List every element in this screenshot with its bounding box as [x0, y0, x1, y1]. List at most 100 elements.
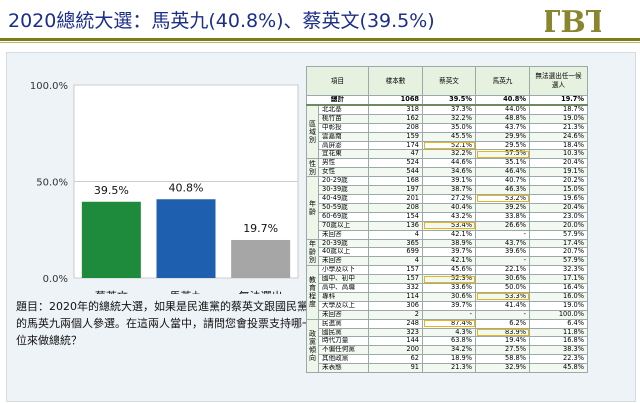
- row-label: 國中、初中: [318, 274, 369, 285]
- row-label: 60-69歲: [318, 211, 369, 222]
- value-cell: 48.8%: [475, 113, 530, 124]
- value-cell: -: [475, 256, 530, 267]
- value-cell: 19.7%: [529, 94, 588, 106]
- row-label: 50-59歲: [318, 202, 369, 213]
- table-row: 未回答 4 42.1% -57.9%: [307, 229, 588, 240]
- group-label: 區域別: [306, 104, 319, 160]
- value-cell: 39.6%: [475, 247, 530, 258]
- data-label: 39.5%: [94, 184, 129, 197]
- value-cell: -: [475, 309, 530, 320]
- value-cell: 32.9%: [475, 363, 530, 374]
- value-cell: 44.0%: [475, 104, 530, 115]
- value-cell: 20.2%: [529, 176, 588, 187]
- value-cell: 4.3%: [422, 327, 476, 338]
- value-cell: 45.8%: [529, 363, 588, 374]
- value-cell: 34.2%: [422, 345, 476, 356]
- table-row: 40歲以上 699 39.7% 39.6% 20.7%: [307, 247, 588, 258]
- value-cell: 19.4%: [475, 336, 530, 347]
- row-label: 未回答: [318, 229, 369, 240]
- value-cell: 43.7%: [475, 122, 530, 133]
- header-cell: 樣本數: [368, 66, 423, 96]
- bar: [231, 239, 291, 278]
- value-cell: 30.6%: [475, 274, 530, 285]
- value-cell: 18.7%: [529, 104, 588, 115]
- crosstab-table: 項目 樣本數 蔡英文 馬英九 無法選出任一候選人 總計 1068 39.5% 40.8% 19.7…: [306, 66, 588, 374]
- sample-size: 4: [368, 256, 423, 267]
- table-row: 年齡別 20-39歲 365 38.9% 43.7% 17.4%: [306, 238, 588, 267]
- row-label: 中彰投: [318, 122, 369, 133]
- table-row: 50-59歲 208 40.4% 39.2% 20.4%: [307, 202, 588, 213]
- row-label: 北北基: [318, 104, 369, 115]
- row-label: 男性: [318, 158, 369, 169]
- y-tick-label: 100.0%: [30, 81, 68, 92]
- row-label: 女性: [318, 167, 369, 178]
- value-cell: 22.3%: [529, 354, 588, 365]
- sample-size: 157: [368, 274, 423, 285]
- value-cell: 6.2%: [475, 318, 530, 329]
- bar-chart: 0.0% 50.0% 100.0% 39.5% 蔡英文 40.8% 馬英九 19.7% 無法選出…: [30, 81, 299, 294]
- table-row: 政黨傾向民進黨 248 87.4% 6.2% 6.4%: [306, 318, 588, 374]
- table-row: 其他政黨 62 18.9% 58.8% 22.3%: [307, 354, 588, 365]
- value-cell: 41.4%: [475, 300, 530, 311]
- row-label: 專科: [318, 291, 369, 302]
- sample-size: 197: [368, 185, 423, 195]
- value-cell: 57.9%: [529, 229, 588, 240]
- row-label: 其他政黨: [318, 354, 369, 365]
- value-cell: -: [475, 229, 530, 240]
- value-cell: 17.1%: [529, 274, 588, 285]
- value-cell: 53.4%: [422, 220, 476, 231]
- y-tick-label: 50.0%: [36, 178, 68, 189]
- bar: [156, 199, 216, 278]
- header-cell: 無法選出任一候選人: [529, 66, 588, 96]
- row-label: 不偏任何黨: [318, 345, 369, 356]
- row-label: 40歲以上: [318, 247, 369, 258]
- table-row: 女性 544 34.6% 46.4% 19.1%: [307, 167, 588, 178]
- row-label: 70歲以上: [318, 220, 369, 231]
- value-cell: 44.6%: [422, 158, 476, 169]
- value-cell: 40.4%: [422, 202, 476, 213]
- value-cell: 29.5%: [475, 140, 530, 151]
- value-cell: 57.9%: [529, 256, 588, 267]
- question-text: 題目：2020年的總統大選，如果是民進黨的蔡英文跟國民黨的馬英九兩個人參選。在這…: [16, 300, 313, 347]
- sample-size: 201: [368, 193, 423, 204]
- table-row: 未回答 4 42.1% -57.9%: [307, 256, 588, 267]
- value-cell: 32.2%: [422, 113, 476, 124]
- row-label: 高屏澎: [318, 140, 369, 151]
- value-cell: 15.0%: [529, 185, 588, 195]
- sample-size: 306: [368, 300, 423, 311]
- table-row: 未表態 91 21.3% 32.9% 45.8%: [307, 363, 588, 374]
- row-label: 未回答: [318, 256, 369, 267]
- value-cell: 32.3%: [529, 265, 588, 276]
- table-row: 未回答 2- -100.0%: [307, 309, 588, 320]
- value-cell: 27.5%: [475, 345, 530, 356]
- table-row: 性別男性 524 44.6% 35.1% 20.4%: [306, 158, 588, 178]
- header-cell: 馬英九: [475, 66, 530, 96]
- row-label: 未回答: [318, 309, 369, 320]
- table-row: 雲嘉南 159 45.5% 29.9% 24.6%: [307, 131, 588, 142]
- table-row: 60-69歲 154 43.2% 33.8% 23.0%: [307, 211, 588, 222]
- row-label: 時代力量: [318, 336, 369, 347]
- value-cell: 19.6%: [529, 193, 588, 204]
- sample-size: 91: [368, 363, 423, 374]
- sample-size: 544: [368, 167, 423, 178]
- row-label: 高中、高職: [318, 283, 369, 293]
- value-cell: 33.6%: [422, 283, 476, 293]
- sample-size: 154: [368, 211, 423, 222]
- x-tick-label: 馬英九: [170, 289, 203, 294]
- title-rule-thin: [0, 42, 640, 43]
- bar: [81, 201, 141, 278]
- value-cell: 39.5%: [422, 94, 476, 106]
- sample-size: 2: [368, 309, 423, 320]
- value-cell: 43.2%: [422, 211, 476, 222]
- row-label: 20-39歲: [318, 238, 369, 249]
- value-cell: 63.8%: [422, 336, 476, 347]
- value-cell: 26.6%: [475, 220, 530, 231]
- value-cell: 23.0%: [529, 211, 588, 222]
- value-cell: 18.9%: [422, 354, 476, 365]
- sample-size: 699: [368, 247, 423, 258]
- x-tick-label: 無法選出: [239, 289, 283, 294]
- value-cell: 29.9%: [475, 131, 530, 142]
- sample-size: 4: [368, 229, 423, 240]
- sample-size: 332: [368, 283, 423, 293]
- group-label: 性別: [306, 158, 319, 178]
